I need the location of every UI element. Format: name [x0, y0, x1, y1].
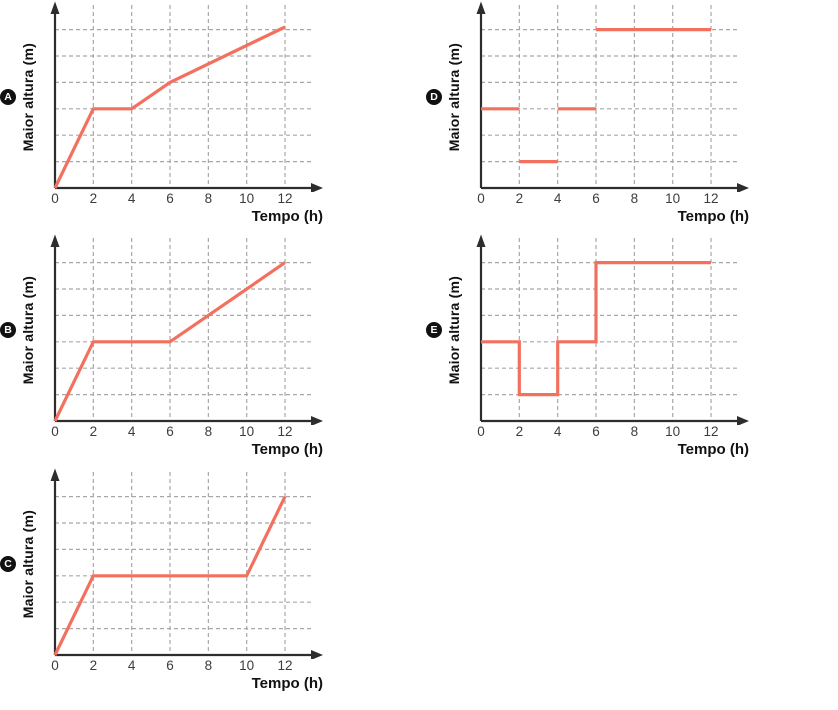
x-tick-label: 0 — [477, 191, 485, 206]
chart-c: C Maior altura (m) 0 2 4 6 8 10 12 Tempo (h) — [0, 467, 336, 699]
chart-c-canvas — [50, 468, 323, 659]
x-tick-label: 6 — [592, 191, 600, 206]
series-line — [53, 25, 286, 189]
x-axis-label: Tempo (h) — [251, 441, 323, 458]
x-tick-label: 4 — [553, 424, 562, 439]
x-tick-label: 2 — [89, 424, 98, 439]
chart-c-plot-area: 0 2 4 6 8 10 12 Tempo (h) — [50, 467, 334, 699]
x-tick-label: 8 — [630, 191, 639, 206]
x-tick-label: 10 — [239, 191, 255, 206]
x-tick-label: 12 — [703, 191, 719, 206]
x-tick-label: 12 — [277, 191, 293, 206]
x-tick-label: 4 — [127, 424, 136, 439]
y-axis-arrow — [50, 468, 60, 481]
x-tick-label: 2 — [89, 658, 98, 673]
x-tick-label: 12 — [277, 424, 293, 439]
x-axis-arrow — [311, 416, 323, 425]
chart-b-side: B Maior altura (m) — [0, 239, 50, 421]
y-axis-arrow — [50, 234, 60, 247]
x-tick-label: 10 — [665, 424, 681, 439]
chart-a-canvas — [50, 1, 323, 192]
chart-b-canvas — [50, 234, 323, 425]
chart-d-side: D Maior altura (m) — [426, 6, 476, 188]
x-axis-arrow — [311, 650, 323, 659]
chart-c-side: C Maior altura (m) — [0, 473, 50, 655]
chart-b-plot-area: 0 2 4 6 8 10 12 Tempo (h) — [50, 233, 334, 465]
chart-b-badge: B — [0, 322, 16, 338]
x-tick-label: 6 — [166, 191, 174, 206]
x-tick-label: 8 — [630, 424, 639, 439]
chart-e-plot-area: 0 2 4 6 8 10 12 Tempo (h) — [476, 233, 760, 465]
series-line — [53, 261, 286, 422]
x-axis-label: Tempo (h) — [677, 441, 749, 458]
x-tick-label: 6 — [592, 424, 600, 439]
chart-e-canvas — [476, 234, 749, 425]
x-tick-label: 10 — [239, 424, 255, 439]
y-axis-label: Maior altura (m) — [20, 509, 36, 619]
y-axis-label: Maior altura (m) — [446, 42, 462, 152]
y-axis-label: Maior altura (m) — [446, 275, 462, 385]
chart-a-badge: A — [0, 89, 16, 105]
x-tick-label: 10 — [665, 191, 681, 206]
x-tick-label: 6 — [166, 424, 174, 439]
y-axis-arrow — [476, 1, 486, 14]
x-tick-label: 4 — [127, 658, 136, 673]
chart-e-side: E Maior altura (m) — [426, 239, 476, 421]
x-tick-label: 4 — [127, 191, 136, 206]
x-tick-label: 8 — [204, 424, 213, 439]
x-tick-label: 6 — [166, 658, 174, 673]
x-tick-label: 12 — [277, 658, 293, 673]
x-axis-arrow — [737, 416, 749, 425]
chart-c-badge: C — [0, 556, 16, 572]
x-tick-label: 0 — [51, 191, 59, 206]
chart-d-canvas — [476, 1, 749, 192]
x-tick-label: 10 — [239, 658, 255, 673]
chart-e: E Maior altura (m) 0 2 4 6 8 10 12 Tempo (h) — [426, 233, 762, 465]
x-axis-label: Tempo (h) — [677, 208, 749, 225]
series-line — [481, 261, 711, 397]
y-axis-arrow — [476, 234, 486, 247]
x-tick-label: 0 — [51, 658, 59, 673]
x-tick-label: 2 — [515, 191, 524, 206]
y-axis-label: Maior altura (m) — [20, 275, 36, 385]
y-axis-arrow — [50, 1, 60, 14]
x-axis-label: Tempo (h) — [251, 208, 323, 225]
x-axis-label: Tempo (h) — [251, 675, 323, 692]
chart-d-badge: D — [426, 89, 442, 105]
x-tick-label: 0 — [477, 424, 485, 439]
x-tick-label: 8 — [204, 658, 213, 673]
x-tick-label: 2 — [515, 424, 524, 439]
chart-b: B Maior altura (m) 0 2 4 6 8 10 12 Tempo (h) — [0, 233, 336, 465]
chart-d-plot-area: 0 2 4 6 8 10 12 Tempo (h) — [476, 0, 760, 232]
chart-a: A Maior altura (m) 0 2 4 6 8 10 12 Tempo (h) — [0, 0, 336, 232]
x-tick-label: 2 — [89, 191, 98, 206]
series-line — [53, 495, 287, 656]
chart-e-badge: E — [426, 322, 442, 338]
x-axis-arrow — [737, 183, 749, 192]
x-tick-label: 8 — [204, 191, 213, 206]
x-tick-label: 12 — [703, 424, 719, 439]
x-tick-label: 0 — [51, 424, 59, 439]
chart-a-plot-area: 0 2 4 6 8 10 12 Tempo (h) — [50, 0, 334, 232]
chart-d: D Maior altura (m) 0 2 4 6 8 10 12 Tempo (h) — [426, 0, 762, 232]
chart-a-side: A Maior altura (m) — [0, 6, 50, 188]
x-axis-arrow — [311, 183, 323, 192]
y-axis-label: Maior altura (m) — [20, 42, 36, 152]
x-tick-label: 4 — [553, 191, 562, 206]
